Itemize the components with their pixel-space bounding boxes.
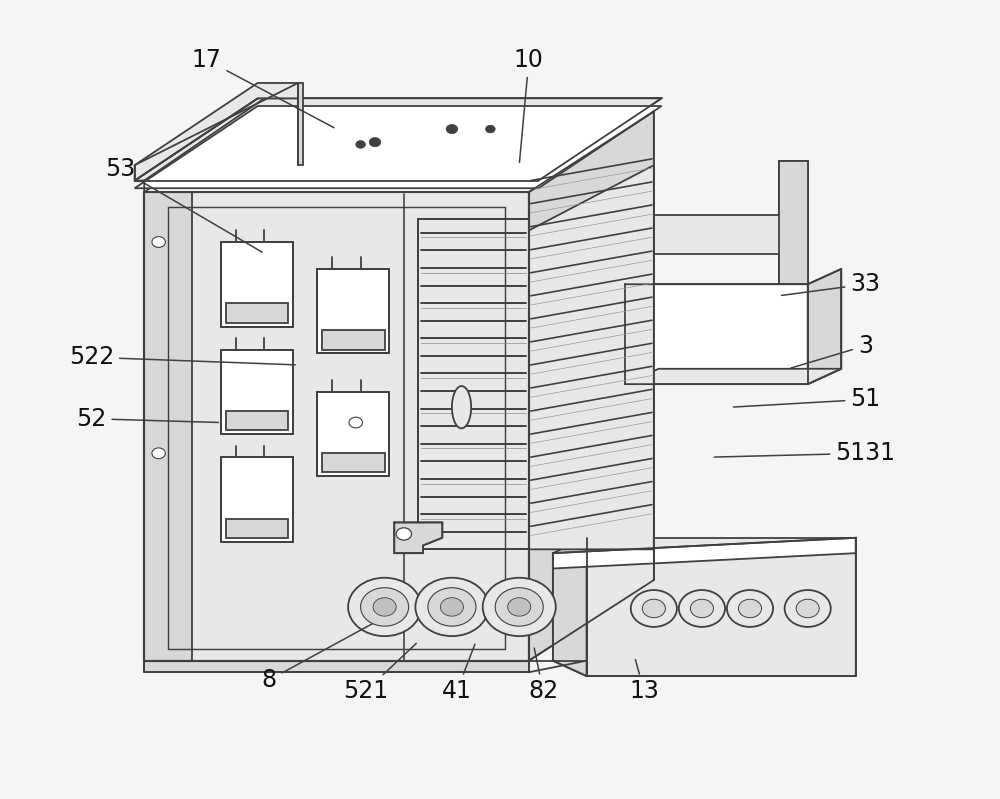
Text: 33: 33	[782, 272, 880, 296]
Polygon shape	[587, 538, 856, 676]
Polygon shape	[418, 219, 529, 550]
Polygon shape	[298, 83, 303, 165]
Text: 51: 51	[734, 388, 880, 411]
Polygon shape	[226, 304, 288, 323]
Polygon shape	[317, 392, 389, 476]
Circle shape	[486, 125, 495, 133]
Polygon shape	[135, 98, 662, 181]
Circle shape	[348, 578, 421, 636]
Text: 17: 17	[192, 48, 334, 128]
Text: 41: 41	[442, 644, 475, 703]
Polygon shape	[144, 661, 529, 672]
Circle shape	[356, 141, 365, 149]
Polygon shape	[144, 192, 529, 661]
Text: 82: 82	[528, 648, 558, 703]
Circle shape	[152, 237, 165, 248]
Circle shape	[483, 578, 556, 636]
Text: 3: 3	[791, 334, 873, 368]
Circle shape	[369, 137, 381, 147]
Polygon shape	[322, 330, 385, 350]
Circle shape	[508, 598, 531, 616]
Circle shape	[679, 590, 725, 627]
Circle shape	[642, 599, 665, 618]
Polygon shape	[625, 369, 841, 384]
Text: 8: 8	[262, 624, 373, 692]
Circle shape	[738, 599, 762, 618]
Polygon shape	[226, 411, 288, 430]
Polygon shape	[808, 269, 841, 384]
Circle shape	[690, 599, 713, 618]
Circle shape	[631, 590, 677, 627]
Text: 522: 522	[69, 345, 295, 369]
Circle shape	[446, 125, 458, 133]
Polygon shape	[135, 83, 298, 181]
Polygon shape	[625, 284, 808, 384]
Circle shape	[495, 588, 543, 626]
Text: 10: 10	[514, 48, 544, 162]
Polygon shape	[654, 161, 808, 292]
Polygon shape	[226, 519, 288, 538]
Polygon shape	[317, 269, 389, 353]
Circle shape	[361, 588, 409, 626]
Circle shape	[785, 590, 831, 627]
Circle shape	[349, 417, 362, 428]
Circle shape	[796, 599, 819, 618]
Polygon shape	[553, 538, 856, 569]
Ellipse shape	[452, 386, 471, 428]
Polygon shape	[529, 165, 654, 550]
Polygon shape	[144, 192, 192, 661]
Circle shape	[415, 578, 488, 636]
Circle shape	[727, 590, 773, 627]
Circle shape	[396, 528, 412, 540]
Text: 53: 53	[105, 157, 262, 252]
Polygon shape	[779, 161, 808, 292]
Circle shape	[152, 448, 165, 459]
Text: 13: 13	[629, 659, 659, 703]
Polygon shape	[553, 538, 587, 676]
Circle shape	[373, 598, 396, 616]
Text: 521: 521	[343, 643, 416, 703]
Polygon shape	[221, 457, 293, 542]
Polygon shape	[221, 350, 293, 434]
Polygon shape	[144, 111, 654, 192]
Polygon shape	[135, 106, 662, 189]
Polygon shape	[394, 523, 442, 553]
Polygon shape	[529, 111, 654, 661]
Circle shape	[440, 598, 463, 616]
Polygon shape	[322, 453, 385, 472]
Circle shape	[428, 588, 476, 626]
Polygon shape	[221, 242, 293, 327]
Text: 5131: 5131	[714, 441, 895, 465]
Text: 52: 52	[76, 407, 218, 431]
